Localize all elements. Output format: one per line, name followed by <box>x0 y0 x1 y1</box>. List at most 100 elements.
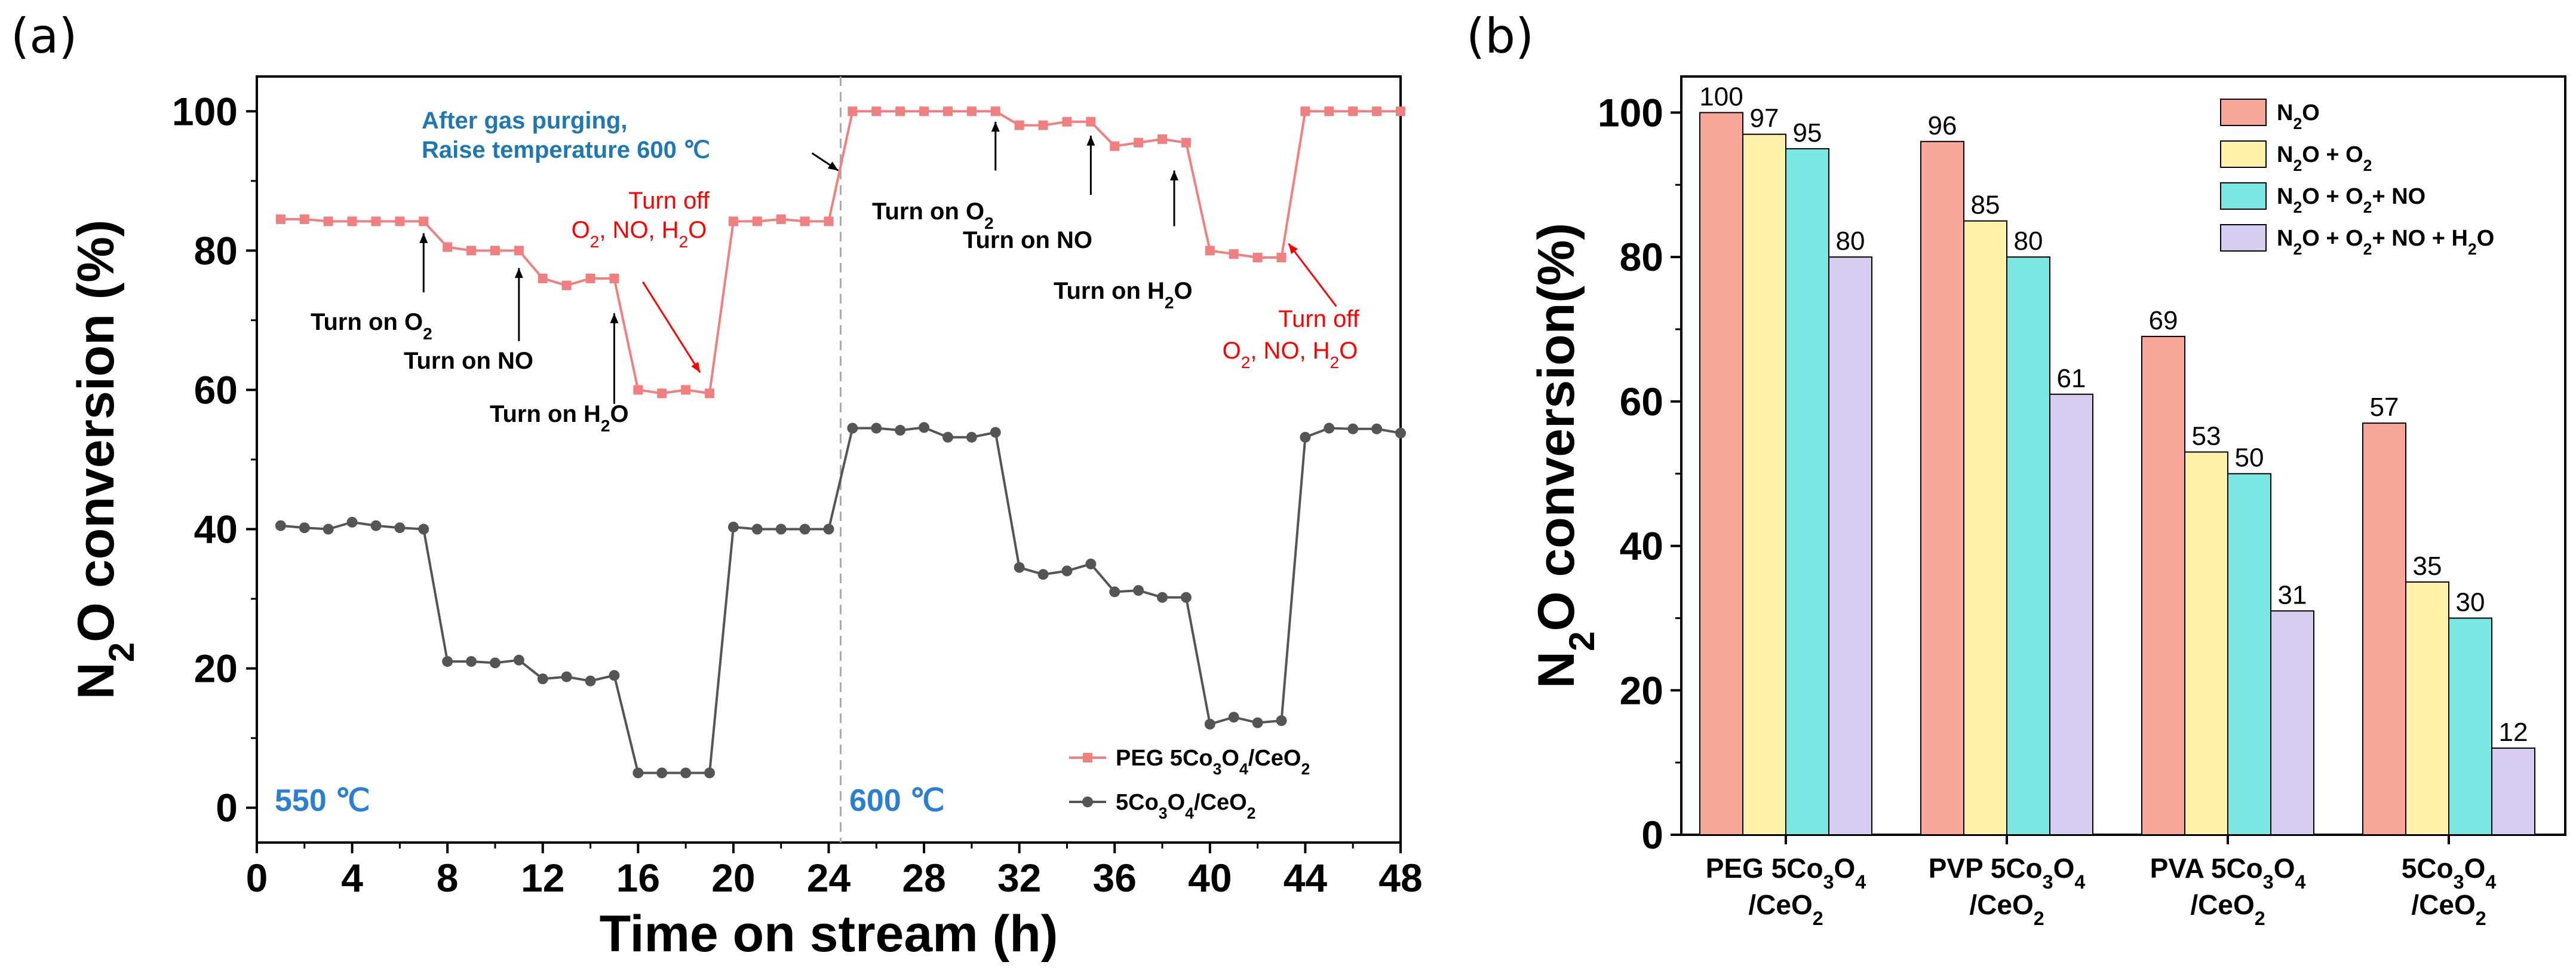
bar-1-0 <box>1920 140 1964 835</box>
base-data-point <box>1276 715 1287 727</box>
arrow-purge-head <box>827 161 839 171</box>
category-label-line2: /CeO2 <box>1969 889 2044 929</box>
bar-value-label: 100 <box>1699 82 1743 111</box>
peg-data-point <box>371 216 381 226</box>
peg-data-point <box>1229 249 1239 259</box>
peg-data-point <box>633 385 643 395</box>
arrow-turn-off-right <box>1288 243 1337 307</box>
peg-data-point <box>966 106 977 117</box>
base-data-point <box>1395 427 1406 439</box>
base-data-point <box>1157 592 1168 603</box>
base-data-point <box>656 767 668 779</box>
x-tick-label: 16 <box>616 856 660 900</box>
peg-data-point <box>490 246 500 256</box>
bar-3-2 <box>2448 617 2492 836</box>
base-data-point <box>513 654 524 666</box>
peg-data-point <box>1324 106 1334 117</box>
peg-data-point <box>299 214 309 224</box>
base-data-point <box>585 675 596 687</box>
base-data-point <box>704 767 716 779</box>
legend-label-b: N2O <box>2277 100 2320 133</box>
bar-value-label: 57 <box>2370 393 2399 422</box>
base-data-point <box>394 522 406 534</box>
panel-label-b: (b) <box>1466 8 1534 64</box>
category-label-line2: /CeO2 <box>2411 889 2486 929</box>
bar-2-1 <box>2184 451 2228 835</box>
x-tick-label: 36 <box>1093 856 1137 900</box>
peg-data-point <box>1062 117 1072 127</box>
base-data-point <box>895 425 906 436</box>
bar-value-label: 95 <box>1793 118 1822 148</box>
legend-marker-base <box>1082 797 1093 807</box>
legend-label-peg: PEG 5Co3O4/CeO2 <box>1116 746 1310 778</box>
bar-value-label: 35 <box>2413 552 2442 581</box>
arrow-turn-on-no-right-head <box>1086 136 1095 146</box>
bar-0-3 <box>1828 256 1872 835</box>
y-tick-label-b: 40 <box>1620 524 1663 568</box>
peg-data-point <box>1014 120 1024 130</box>
y-tick-label: 60 <box>194 367 238 412</box>
base-data-point <box>1204 718 1215 730</box>
peg-data-point <box>848 106 858 117</box>
bar-2-2 <box>2227 473 2271 835</box>
category-label-line2: /CeO2 <box>1748 889 1823 929</box>
base-data-point <box>561 671 572 682</box>
peg-data-point <box>752 216 762 226</box>
base-data-point <box>1300 431 1311 443</box>
peg-data-point <box>609 273 619 283</box>
arrow-turn-off-left <box>642 281 701 373</box>
bar-2-0 <box>2141 336 2185 835</box>
base-data-point <box>275 520 286 531</box>
x-axis-title: Time on stream (h) <box>600 905 1058 963</box>
y-tick-label: 40 <box>194 507 238 552</box>
bar-value-label: 80 <box>1836 226 1865 256</box>
plot-frame-a <box>256 75 1402 844</box>
peg-data-point <box>776 214 786 224</box>
label-turn-on-no-left: Turn on NO <box>404 348 533 374</box>
y-tick-label: 100 <box>172 89 238 133</box>
peg-data-point <box>824 216 834 226</box>
base-data-point <box>1085 558 1097 569</box>
label-turn-on-h2o-right: Turn on H2O <box>1054 278 1193 312</box>
base-data-point <box>942 431 953 443</box>
peg-data-point <box>1348 106 1358 117</box>
peg-data-point <box>585 273 595 283</box>
label-turn-off-left: Turn off <box>628 188 710 214</box>
bar-value-label: 30 <box>2456 587 2485 617</box>
x-tick-label: 40 <box>1188 856 1232 900</box>
panel-a-line-chart: 0 4 8 12 16 20 24 28 32 36 40 44 48020406080100Time … <box>67 75 1423 963</box>
y-tick-label-b: 80 <box>1620 235 1663 279</box>
peg-data-point <box>1038 120 1048 130</box>
bar-3-0 <box>2362 422 2406 835</box>
peg-data-point <box>514 246 524 256</box>
bar-3-1 <box>2405 581 2449 835</box>
panel-label-a: (a) <box>11 8 77 64</box>
x-tick-label: 24 <box>807 856 851 900</box>
arrow-turn-on-h2o-right-head <box>1169 170 1178 180</box>
purge-annotation-line2: Raise temperature 600 ℃ <box>422 137 710 163</box>
peg-data-point <box>323 216 333 226</box>
peg-data-point <box>395 216 405 226</box>
base-data-point <box>871 422 882 434</box>
x-tick-label: 44 <box>1284 856 1328 900</box>
bar-value-label: 50 <box>2235 443 2264 473</box>
base-data-point <box>990 427 1001 438</box>
base-data-point <box>1109 586 1120 598</box>
peg-data-point <box>871 106 882 117</box>
base-data-point <box>323 523 334 535</box>
peg-data-point <box>1157 134 1168 144</box>
bar-2-3 <box>2270 610 2314 835</box>
purge-annotation-line1: After gas purging, <box>422 108 627 134</box>
base-data-point <box>346 516 358 528</box>
base-data-point <box>919 422 930 433</box>
arrow-turn-on-no-left-head <box>514 268 523 278</box>
legend-swatch-b <box>2220 182 2267 210</box>
base-data-point <box>466 656 477 667</box>
label-turn-off-species-left: O2, NO, H2O <box>572 217 707 251</box>
peg-data-point <box>347 216 357 226</box>
y-tick-label-b: 100 <box>1598 90 1663 134</box>
peg-data-point <box>990 106 1000 117</box>
base-data-point <box>751 523 763 535</box>
x-tick-label: 20 <box>711 856 755 900</box>
bar-1-1 <box>1963 220 2007 836</box>
